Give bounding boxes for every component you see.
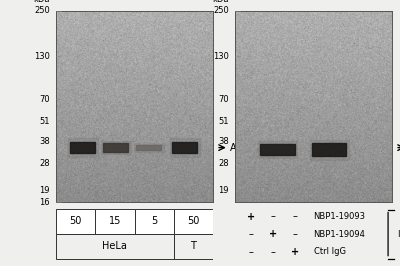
Text: –: –: [248, 247, 253, 257]
Text: A. WB: A. WB: [34, 0, 63, 1]
Bar: [134, 209, 174, 234]
Text: T: T: [190, 241, 196, 251]
Text: –: –: [292, 211, 297, 222]
Bar: [70, 142, 95, 153]
Text: 15: 15: [109, 217, 121, 226]
Text: 19: 19: [218, 186, 229, 195]
Text: kDa: kDa: [212, 0, 229, 4]
Text: NBP1-19093: NBP1-19093: [314, 212, 366, 221]
Text: +: +: [290, 247, 299, 257]
Text: 51: 51: [39, 117, 50, 126]
Bar: [310, 140, 349, 160]
Text: Ctrl IgG: Ctrl IgG: [314, 247, 346, 256]
Text: IP: IP: [397, 230, 400, 239]
Text: 28: 28: [218, 159, 229, 168]
Bar: [56, 209, 95, 234]
Bar: [174, 234, 213, 259]
Text: ASF: ASF: [230, 143, 249, 153]
Text: 19: 19: [39, 186, 50, 195]
Bar: [136, 145, 161, 150]
Text: 250: 250: [213, 6, 229, 15]
Text: B. IP/WB: B. IP/WB: [213, 0, 254, 1]
Text: 28: 28: [39, 159, 50, 168]
Text: 38: 38: [39, 138, 50, 146]
Text: 16: 16: [39, 198, 50, 207]
Text: 51: 51: [218, 117, 229, 126]
Text: kDa: kDa: [33, 0, 50, 4]
Text: +: +: [247, 211, 255, 222]
Text: 130: 130: [34, 52, 50, 61]
Text: 50: 50: [70, 217, 82, 226]
Bar: [174, 209, 213, 234]
Bar: [172, 142, 197, 153]
Text: 70: 70: [218, 95, 229, 104]
Bar: [260, 144, 295, 155]
Text: 50: 50: [187, 217, 200, 226]
Bar: [258, 141, 297, 158]
Bar: [103, 143, 128, 152]
Bar: [170, 138, 200, 157]
Text: 250: 250: [34, 6, 50, 15]
Bar: [95, 209, 134, 234]
Text: 5: 5: [151, 217, 157, 226]
Text: –: –: [248, 229, 253, 239]
Bar: [312, 143, 346, 156]
Text: HeLa: HeLa: [102, 241, 127, 251]
Text: 38: 38: [218, 138, 229, 146]
Text: 130: 130: [213, 52, 229, 61]
Text: –: –: [292, 229, 297, 239]
Bar: [56, 234, 174, 259]
Bar: [68, 138, 98, 157]
Text: NBP1-19094: NBP1-19094: [314, 230, 365, 239]
Text: –: –: [270, 211, 275, 222]
Bar: [134, 144, 164, 152]
Bar: [101, 141, 130, 154]
Text: 70: 70: [39, 95, 50, 104]
Text: +: +: [269, 229, 277, 239]
Text: –: –: [270, 247, 275, 257]
